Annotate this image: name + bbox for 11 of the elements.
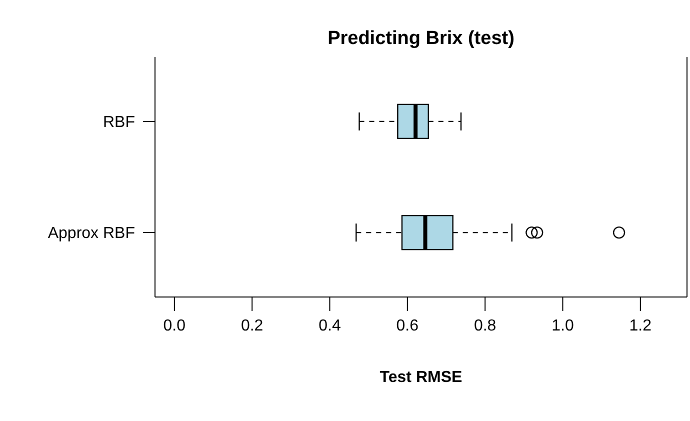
x-tick-label: 0.2 [240,317,264,334]
x-axis-title: Test RMSE [378,369,464,387]
x-tick-label: 1.0 [552,317,574,334]
x-tick-label: 1.2 [629,317,652,334]
x-tick-label: 0.4 [318,317,341,334]
x-tick-label: 0.8 [474,317,496,334]
y-tick-label: Approx RBF [48,225,136,242]
y-tick-label: RBF [103,114,136,132]
x-tick-label: 0.0 [163,317,186,334]
x-tick-label: 0.6 [396,317,419,334]
chart-title: Predicting Brix (test) [326,28,516,50]
